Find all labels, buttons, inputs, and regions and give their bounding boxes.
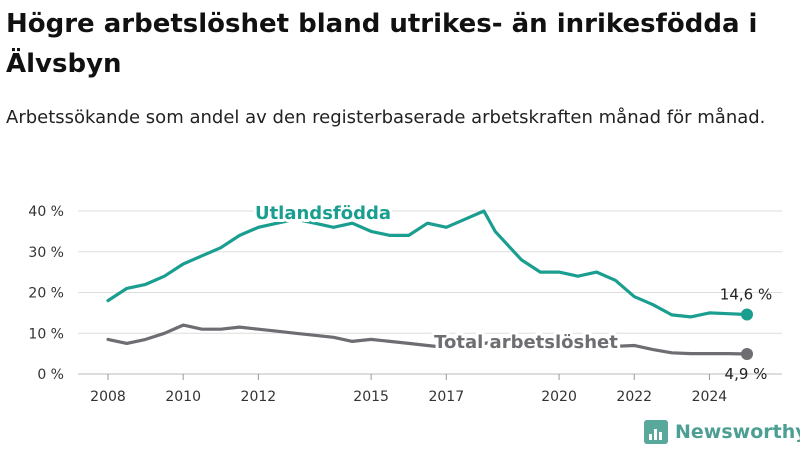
series-line [106,209,749,319]
end-value-label: 14,6 % [720,286,772,304]
x-tick-label: 2008 [90,389,126,405]
series-labels: 14,6 % 4,9 % Utlandsfödda Total arbetslöshe… [252,200,772,383]
series-end-point [741,348,753,361]
x-tick-label: 2020 [541,389,577,405]
x-tick-label: 2010 [165,389,201,405]
newsworthy-logo: Newsworthy [644,418,800,446]
bar-chart-icon [644,420,668,444]
y-tick-label: 0 % [37,367,64,383]
axes: 0 % 10 % 20 % 30 % 40 % 2008 2010 2012 2015 2017 2… [28,204,727,405]
chart-subtitle: Arbetssökande som andel av den registerb… [6,107,766,128]
series-line [106,323,749,356]
series-name-label: Total arbetslöshet [434,332,618,353]
y-tick-label: 10 % [28,326,64,342]
x-tick-label: 2012 [241,389,277,405]
series-name-label: Utlandsfödda [255,203,391,224]
y-tick-label: 40 % [28,204,64,220]
x-tick-label: 2024 [692,389,728,405]
grid [78,210,782,375]
y-tick-label: 20 % [28,286,64,302]
x-tick-label: 2015 [353,389,389,405]
series [106,209,753,361]
x-tick-label: 2022 [616,389,652,405]
y-tick-label: 30 % [28,245,64,261]
series-end-point [741,308,753,321]
x-tick-label: 2017 [428,389,464,405]
chart-title: Högre arbetslöshet bland utrikes- än inr… [6,9,758,79]
end-value-label: 4,9 % [725,365,768,383]
brand-name: Newsworthy [675,421,800,443]
